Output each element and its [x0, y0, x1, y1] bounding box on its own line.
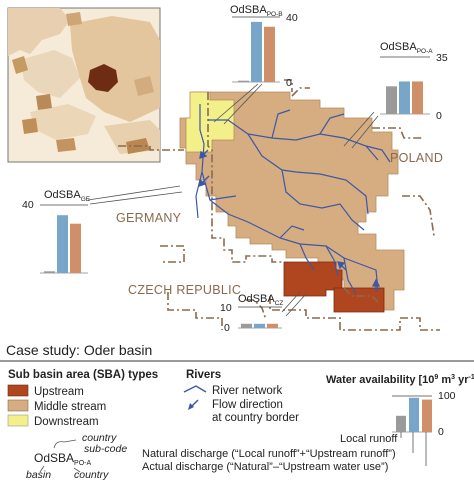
key-country-label: country — [82, 432, 117, 444]
svg-text:OdSBACZ: OdSBACZ — [238, 293, 283, 307]
flow-arrows — [198, 149, 381, 292]
chart-title-sub: PO-B — [267, 11, 283, 18]
chart-title: OdSBA — [44, 189, 81, 201]
water-legend-local-runoff: Local runoff — [340, 433, 398, 445]
inset-patch — [56, 138, 76, 152]
bar-natural-discharge — [57, 215, 68, 273]
water-legend-max-tick: 100 — [438, 390, 456, 402]
legend-flow-label-1: Flow direction — [212, 399, 283, 411]
legend-river-network-label: River network — [212, 385, 283, 397]
legend-water-availability: Water availability [109 m3 yr-1] 100 0 L… — [142, 374, 474, 473]
bar-actual-discharge — [412, 81, 423, 114]
legend-sba-title: Sub basin area (SBA) types — [8, 369, 158, 381]
chart-title: OdSBA — [238, 293, 275, 305]
chart-title: OdSBA — [380, 41, 417, 53]
inset-europe-map — [7, 7, 161, 163]
water-legend-actual-discharge: Actual discharge (“Natural”–“Upstream wa… — [142, 461, 388, 473]
inset-land — [70, 16, 160, 122]
oder-basin-map: POLAND GERMANY CZECH REPUBLIC — [87, 79, 443, 331]
bar-local-runoff — [241, 323, 252, 328]
bar-local-runoff — [44, 271, 55, 273]
chart-title-sub: PO-A — [417, 48, 434, 55]
svg-text:OdSBAPO-B: OdSBAPO-B — [230, 4, 283, 18]
legend-flow-label-2: at country border — [212, 412, 299, 424]
inset-land — [20, 50, 80, 98]
bar-natural-discharge — [254, 323, 265, 328]
inset-oder-basin — [88, 64, 118, 92]
chart-title-sub: GE — [81, 196, 91, 203]
key-subscript: PO-A — [74, 460, 91, 467]
water-legend-zero-tick: 0 — [438, 426, 444, 438]
country-label-czech-republic: CZECH REPUBLIC — [128, 283, 241, 297]
svg-text:OdSBAGE: OdSBAGE — [44, 189, 91, 203]
naming-key: country sub-code OdSBAPO-A basin country — [26, 432, 127, 481]
chart-odsba-ge: OdSBAGE 40 — [22, 189, 91, 274]
inset-land — [30, 104, 96, 140]
leader-lines — [87, 83, 379, 317]
legend-sba-types: Sub basin area (SBA) types Upstream Midd… — [7, 369, 158, 428]
case-study-title: Case study: Oder basin — [6, 342, 152, 358]
legend-bar-local-runoff — [396, 415, 406, 432]
key-base: OdSBA — [34, 451, 74, 465]
country-label-germany: GERMANY — [116, 211, 182, 225]
downstream-area — [185, 91, 235, 153]
river-network — [195, 104, 391, 295]
bar-actual-discharge — [70, 223, 81, 273]
inset-patch — [12, 56, 28, 74]
bar-local-runoff — [386, 86, 397, 114]
inset-patch — [36, 94, 52, 110]
y-max-tick: 10 — [220, 302, 232, 314]
legend-label-middle-stream: Middle stream — [34, 401, 106, 413]
legend-rivers: Rivers River network Flow direction at c… — [183, 369, 299, 424]
legend-label-downstream: Downstream — [34, 416, 99, 428]
chart-odsba-cz: OdSBACZ 10 0 — [220, 293, 283, 334]
y-max-tick: 40 — [22, 199, 34, 211]
svg-text:Water availability [109 m3 yr-: Water availability [109 m3 yr-1] — [326, 374, 474, 386]
bar-actual-discharge — [267, 323, 278, 328]
flow-arrow-head — [199, 150, 208, 159]
flow-arrow-head — [337, 261, 346, 270]
bar-natural-discharge — [251, 21, 262, 82]
bar-actual-discharge — [264, 26, 275, 82]
flow-arrow-head — [371, 278, 381, 287]
inset-land — [8, 8, 70, 56]
y-zero-tick: 0 — [224, 322, 230, 334]
upstream-area — [333, 287, 385, 313]
swatch-downstream — [7, 414, 29, 427]
inset-patch — [22, 118, 38, 134]
inset-patch — [66, 12, 82, 26]
legend-rivers-title: Rivers — [186, 369, 221, 381]
inset-patch — [134, 76, 154, 96]
flow-arrow-head — [198, 178, 207, 187]
legend-bar-natural-discharge — [409, 397, 419, 432]
y-zero-tick: 0 — [286, 77, 292, 89]
chart-title-sub: CZ — [275, 300, 284, 307]
chart-odsba-po-b: OdSBAPO-B 40 0 — [230, 4, 298, 89]
country-borders — [118, 79, 440, 331]
y-max-tick: 35 — [436, 52, 448, 64]
bar-local-runoff — [238, 80, 249, 82]
bar-natural-discharge — [399, 81, 410, 114]
chart-title: OdSBA — [230, 4, 267, 16]
chart-odsba-po-a: OdSBAPO-A 35 0 — [380, 41, 448, 122]
y-max-tick: 40 — [286, 12, 298, 24]
flow-direction-swatch-head — [188, 403, 194, 410]
key-country-label-2: country — [74, 469, 109, 481]
svg-text:OdSBAPO-A: OdSBAPO-A — [380, 41, 433, 55]
svg-text:OdSBAPO-A: OdSBAPO-A — [34, 451, 91, 467]
water-legend-natural-discharge: Natural discharge (“Local runoff”+“Upstr… — [142, 448, 396, 460]
legend-bar-actual-discharge — [422, 399, 432, 432]
legend-label-upstream: Upstream — [34, 386, 84, 398]
country-label-poland: POLAND — [390, 151, 443, 165]
key-basin-label: basin — [26, 469, 51, 481]
upstream-area — [283, 261, 343, 297]
y-zero-tick: 0 — [436, 110, 442, 122]
swatch-middle-stream — [7, 399, 29, 412]
swatch-upstream — [7, 384, 29, 397]
river-network-swatch — [183, 385, 207, 393]
key-subcode-label: sub-code — [84, 443, 127, 455]
